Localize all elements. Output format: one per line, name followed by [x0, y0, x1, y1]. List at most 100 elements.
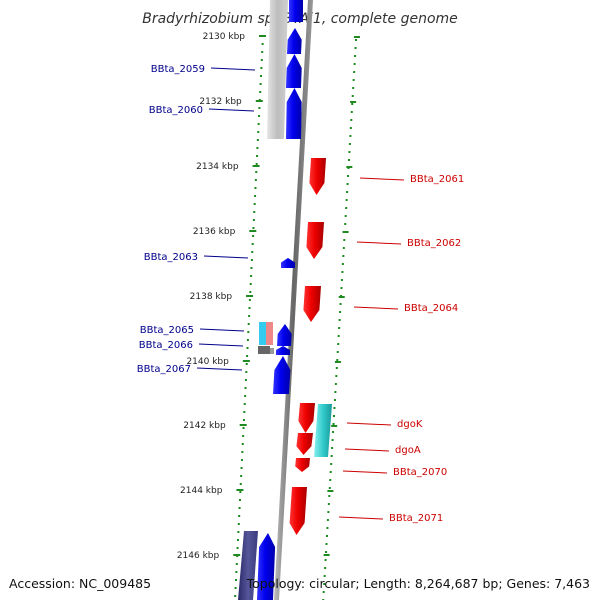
- gene-feature-gray-small[interactable]: [258, 346, 270, 354]
- scale-dot: [244, 387, 247, 389]
- gene-feature-cyan-small[interactable]: [259, 322, 266, 345]
- scale-dot: [351, 103, 354, 105]
- gene-label[interactable]: BBta_2065: [140, 325, 194, 336]
- gene-label[interactable]: BBta_2064: [404, 303, 458, 314]
- gene-feature-bbta-2067[interactable]: [273, 356, 291, 394]
- gene-feature-bbta-2059[interactable]: [286, 54, 302, 88]
- scale-dot: [325, 551, 328, 553]
- scale-dot: [256, 147, 259, 149]
- navy-region[interactable]: [238, 531, 258, 600]
- gray-region[interactable]: [267, 0, 288, 139]
- scale-major-tick: [242, 360, 250, 362]
- scale-label: 2134 kbp: [196, 162, 239, 172]
- gene-callouts: BBta_2059 BBta_2060 BBta_2063 BBta_2065 BBta…: [137, 64, 464, 524]
- scale-ticks: 2130 kbp 2132 kbp 2134 kbp 2136 kbp 2138 kbp…: [177, 32, 360, 600]
- scale-dot: [331, 447, 334, 449]
- scale-dot: [249, 291, 252, 293]
- gene-label[interactable]: BBta_2071: [389, 513, 443, 524]
- scale-dot: [234, 579, 237, 581]
- scale-dot: [334, 383, 337, 385]
- scale-dot: [250, 259, 253, 261]
- gene-block-top[interactable]: [289, 0, 303, 22]
- gene-label[interactable]: BBta_2067: [137, 364, 191, 375]
- scale-dot: [346, 191, 349, 193]
- scale-dot: [261, 43, 264, 45]
- gene-label[interactable]: BBta_2063: [144, 252, 198, 263]
- scale-dot: [251, 243, 254, 245]
- scale-dot: [349, 135, 352, 137]
- gene-feature-pink-small[interactable]: [266, 322, 273, 345]
- scale-dot: [240, 467, 243, 469]
- scale-dot: [253, 211, 256, 213]
- scale-dot: [334, 391, 337, 393]
- gene-label[interactable]: BBta_2070: [393, 467, 447, 478]
- scale-dot: [260, 67, 263, 69]
- scale-label: 2142 kbp: [183, 421, 226, 431]
- callout-line: [356, 241, 402, 245]
- scale-dot: [323, 583, 326, 585]
- gene-label[interactable]: dgoK: [397, 419, 423, 430]
- gene-feature-dgok[interactable]: [298, 403, 315, 433]
- gene-feature-bbta-2063[interactable]: [281, 258, 295, 268]
- gene-feature-bbta-2071[interactable]: [289, 487, 307, 535]
- scale-dot: [258, 107, 261, 109]
- gene-feature-bbta-2060[interactable]: [286, 88, 302, 139]
- scale-label: 2140 kbp: [186, 357, 229, 367]
- scale-dot: [335, 367, 338, 369]
- scale-dot: [259, 91, 262, 93]
- gene-label[interactable]: BBta_2059: [151, 64, 205, 75]
- scale-dot: [336, 359, 339, 361]
- callout-line: [346, 422, 392, 426]
- scale-dot: [349, 127, 352, 129]
- gene-feature-bottom[interactable]: [257, 533, 276, 600]
- gene-feature-dgoa[interactable]: [296, 433, 313, 455]
- gene-label[interactable]: dgoA: [395, 445, 421, 456]
- gene-feature-bbta-2064[interactable]: [303, 286, 321, 322]
- gene-feature-top[interactable]: [287, 28, 302, 54]
- scale-dot: [338, 327, 341, 329]
- callout-line: [199, 328, 245, 332]
- gene-feature-bbta-2066[interactable]: [276, 346, 290, 355]
- scale-major-tick: [252, 165, 260, 167]
- gene-feature-bbta-2070[interactable]: [295, 458, 310, 472]
- gene-feature-gray-small-2[interactable]: [270, 348, 274, 354]
- scale-label: 2146 kbp: [177, 551, 220, 561]
- scale-dot: [342, 247, 345, 249]
- gene-feature-bbta-2061[interactable]: [309, 158, 326, 195]
- gene-label[interactable]: BBta_2061: [410, 174, 464, 185]
- scale-dot: [238, 499, 241, 501]
- scale-dot: [337, 343, 340, 345]
- scale-dot: [254, 195, 257, 197]
- regions-layer: [238, 0, 288, 600]
- scale-dot: [239, 491, 242, 493]
- callout-line: [342, 470, 388, 474]
- scale-dot: [255, 171, 258, 173]
- scale-label: 2138 kbp: [190, 292, 233, 302]
- gene-label[interactable]: BBta_2062: [407, 238, 461, 249]
- scale-dot: [243, 403, 246, 405]
- callout-line: [203, 255, 249, 259]
- gene-feature-bbta-2062[interactable]: [306, 222, 324, 259]
- scale-dot: [258, 115, 261, 117]
- scale-label: 2136 kbp: [193, 227, 236, 237]
- scale-dot: [346, 183, 349, 185]
- scale-dot: [256, 155, 259, 157]
- scale-dot: [330, 455, 333, 457]
- scale-dot: [339, 311, 342, 313]
- scale-dot: [241, 451, 244, 453]
- scale-dot: [242, 435, 245, 437]
- scale-dot: [247, 331, 250, 333]
- gene-label[interactable]: BBta_2066: [139, 340, 193, 351]
- scale-dot: [244, 379, 247, 381]
- scale-major-tick: [323, 554, 330, 556]
- scale-dot: [345, 199, 348, 201]
- scale-dot: [332, 423, 335, 425]
- gene-label[interactable]: BBta_2060: [149, 105, 203, 116]
- gene-feature-bbta-2065[interactable]: [277, 324, 292, 346]
- gene-feature-cyan-block[interactable]: [314, 404, 332, 457]
- scale-dot: [236, 539, 239, 541]
- scale-dot: [327, 503, 330, 505]
- scale-dot: [251, 251, 254, 253]
- scale-dot: [250, 275, 253, 277]
